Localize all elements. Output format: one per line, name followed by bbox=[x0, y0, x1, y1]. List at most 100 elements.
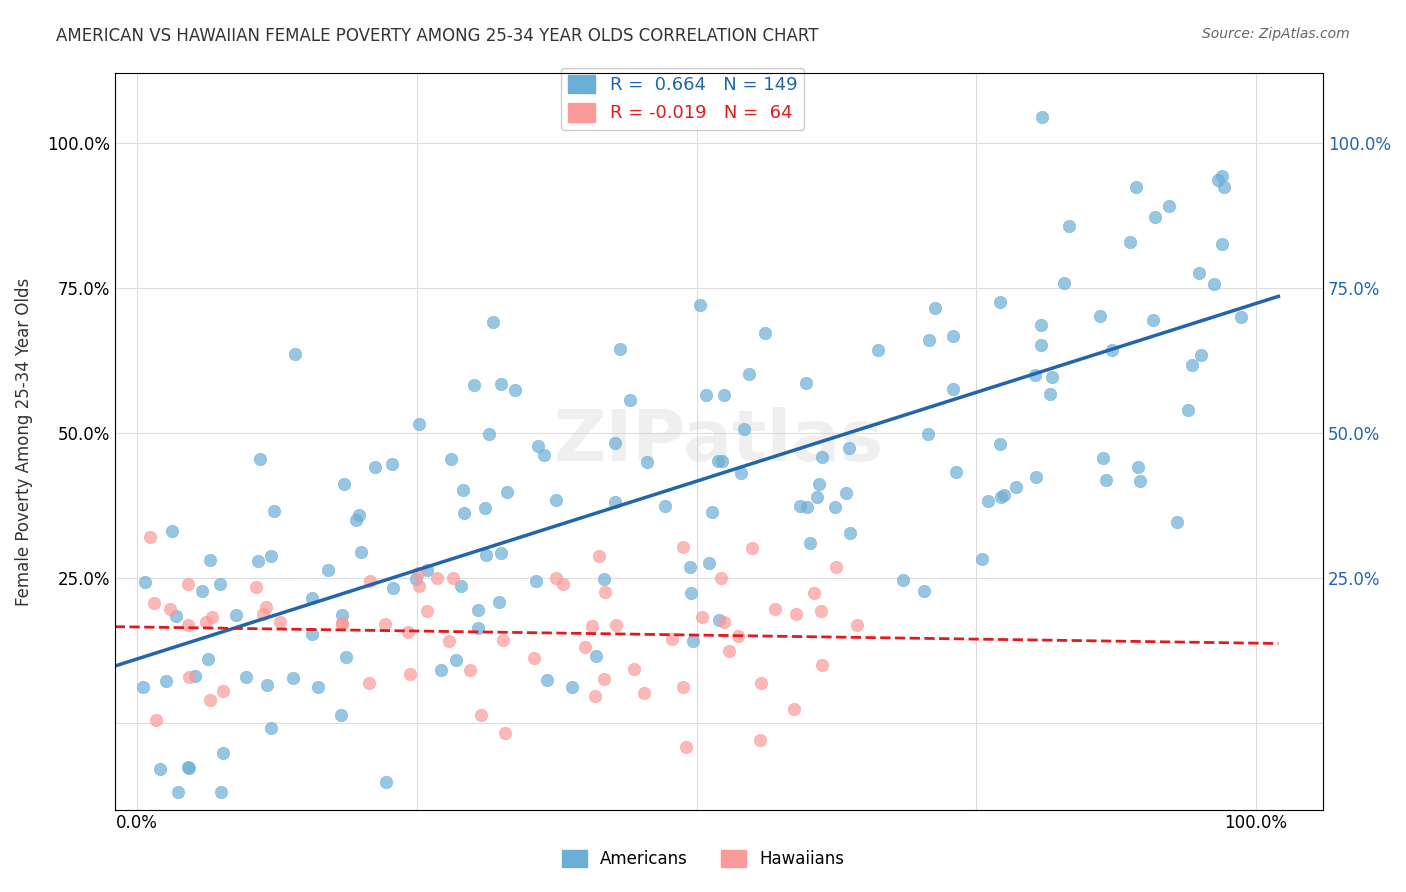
Point bbox=[835, 486, 858, 500]
Point bbox=[689, 298, 711, 312]
Point bbox=[460, 663, 482, 677]
Point bbox=[453, 507, 475, 521]
Point bbox=[593, 572, 616, 586]
Point bbox=[972, 552, 994, 566]
Point bbox=[690, 610, 713, 624]
Point bbox=[609, 342, 631, 356]
Point bbox=[359, 675, 381, 690]
Point bbox=[349, 545, 371, 559]
Point bbox=[301, 627, 323, 641]
Point bbox=[544, 571, 567, 585]
Point bbox=[868, 343, 890, 357]
Point bbox=[307, 681, 329, 695]
Point bbox=[803, 586, 825, 600]
Point bbox=[672, 680, 695, 694]
Point bbox=[329, 708, 352, 723]
Point bbox=[806, 490, 828, 504]
Point bbox=[333, 477, 356, 491]
Text: ZIPatlas: ZIPatlas bbox=[554, 407, 884, 476]
Point bbox=[429, 663, 451, 677]
Point bbox=[441, 571, 464, 585]
Point bbox=[917, 427, 939, 442]
Point bbox=[177, 617, 200, 632]
Text: AMERICAN VS HAWAIIAN FEMALE POVERTY AMONG 25-34 YEAR OLDS CORRELATION CHART: AMERICAN VS HAWAIIAN FEMALE POVERTY AMON… bbox=[56, 27, 818, 45]
Point bbox=[198, 552, 221, 566]
Point bbox=[1091, 450, 1114, 465]
Point bbox=[754, 326, 776, 341]
Point bbox=[145, 713, 167, 727]
Point bbox=[713, 388, 735, 402]
Point bbox=[524, 574, 547, 589]
Point bbox=[681, 586, 703, 600]
Point bbox=[208, 577, 231, 591]
Point bbox=[155, 674, 177, 689]
Point bbox=[945, 465, 967, 479]
Point bbox=[408, 579, 430, 593]
Point bbox=[1088, 309, 1111, 323]
Point bbox=[675, 740, 697, 755]
Point bbox=[374, 616, 396, 631]
Point bbox=[398, 667, 420, 681]
Point bbox=[533, 448, 555, 462]
Point bbox=[301, 591, 323, 605]
Point bbox=[846, 617, 869, 632]
Point bbox=[183, 669, 205, 683]
Point bbox=[988, 295, 1011, 310]
Point bbox=[811, 658, 834, 673]
Point bbox=[718, 644, 741, 658]
Point bbox=[426, 571, 449, 585]
Point bbox=[1057, 219, 1080, 234]
Point bbox=[416, 604, 439, 618]
Point bbox=[1040, 370, 1063, 384]
Point bbox=[503, 383, 526, 397]
Point bbox=[733, 421, 755, 435]
Point bbox=[467, 603, 489, 617]
Point bbox=[1038, 387, 1060, 401]
Point bbox=[1166, 516, 1188, 530]
Point bbox=[212, 684, 235, 698]
Legend: Americans, Hawaiians: Americans, Hawaiians bbox=[555, 843, 851, 875]
Point bbox=[167, 785, 190, 799]
Point bbox=[177, 670, 200, 684]
Point bbox=[695, 387, 717, 401]
Point bbox=[678, 559, 700, 574]
Point bbox=[710, 570, 733, 584]
Point bbox=[990, 490, 1012, 504]
Point bbox=[489, 546, 512, 560]
Point bbox=[942, 328, 965, 343]
Point bbox=[1181, 359, 1204, 373]
Point bbox=[603, 435, 626, 450]
Point bbox=[977, 493, 1000, 508]
Point bbox=[824, 500, 846, 515]
Point bbox=[1024, 368, 1046, 382]
Point bbox=[838, 441, 860, 455]
Point bbox=[593, 585, 616, 599]
Point bbox=[749, 732, 772, 747]
Point bbox=[159, 602, 181, 616]
Point bbox=[316, 563, 339, 577]
Point bbox=[475, 549, 498, 563]
Point bbox=[1031, 338, 1053, 352]
Point bbox=[702, 505, 724, 519]
Point bbox=[808, 476, 831, 491]
Point bbox=[496, 485, 519, 500]
Point bbox=[1119, 235, 1142, 249]
Point bbox=[546, 492, 568, 507]
Point bbox=[260, 721, 283, 735]
Point bbox=[794, 376, 817, 390]
Point bbox=[619, 392, 641, 407]
Point bbox=[492, 633, 515, 648]
Point bbox=[143, 596, 166, 610]
Point bbox=[254, 600, 277, 615]
Point bbox=[1157, 199, 1180, 213]
Point bbox=[561, 680, 583, 694]
Point bbox=[697, 556, 720, 570]
Point bbox=[194, 615, 217, 629]
Point bbox=[553, 577, 575, 591]
Point bbox=[942, 382, 965, 396]
Point bbox=[1025, 470, 1047, 484]
Point bbox=[661, 632, 683, 647]
Point bbox=[245, 580, 267, 594]
Point bbox=[581, 619, 603, 633]
Point bbox=[785, 607, 807, 622]
